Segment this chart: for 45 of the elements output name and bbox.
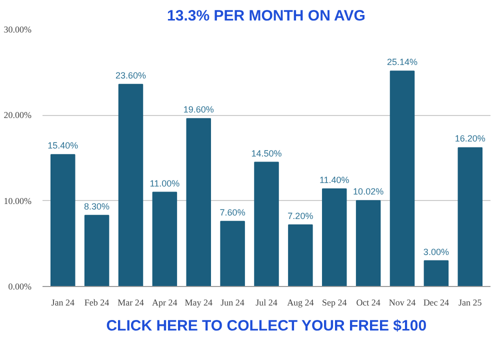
data-label: 16.20% [454, 134, 486, 144]
data-label: 25.14% [386, 57, 418, 68]
data-label: 11.00% [150, 178, 180, 188]
y-tick-label: 0.00% [8, 282, 32, 292]
bar [390, 70, 415, 286]
x-tick-label: Dec 24 [423, 298, 450, 308]
data-label: 19.60% [183, 104, 214, 115]
data-label: 8.30% [84, 201, 110, 212]
x-tick-label: Jan 25 [458, 298, 482, 308]
data-label: 7.60% [220, 207, 246, 218]
x-tick-label: Jul 24 [256, 298, 278, 308]
data-label: 15.40% [48, 140, 78, 151]
bar [288, 224, 313, 286]
data-label: 7.20% [288, 210, 314, 221]
bar [220, 220, 245, 286]
text: CLICK HERE TO COLLECT YOUR FREE $100 [106, 318, 427, 334]
data-label: 14.50% [251, 148, 282, 158]
bar [50, 154, 76, 286]
bar [322, 188, 347, 286]
bar [152, 192, 178, 286]
data-label: 10.02% [353, 186, 384, 197]
data-label: 3.00% [423, 246, 449, 257]
y-tick-label: 30.00% [4, 24, 32, 34]
bar [186, 118, 211, 286]
x-tick-label: Nov 24 [388, 298, 416, 308]
bar [84, 214, 110, 286]
x-tick-label: Aug 24 [287, 298, 314, 308]
x-tick-label: Feb 24 [84, 298, 110, 308]
chart-title: 13.3% PER MONTH ON AVG [167, 8, 366, 24]
y-tick-label: 10.00% [4, 196, 32, 206]
bar [458, 147, 483, 286]
x-tick-label: Apr 24 [152, 298, 178, 308]
data-label: 11.40% [319, 174, 350, 185]
bar [254, 162, 279, 286]
x-tick-label: Oct 24 [356, 298, 381, 308]
x-tick-label: Jun 24 [220, 298, 245, 308]
x-tick-label: Sep 24 [322, 298, 348, 308]
bar [424, 260, 449, 286]
x-tick-label: Jan 24 [51, 298, 75, 308]
y-tick-label: 20.00% [4, 110, 32, 120]
bar [356, 200, 381, 286]
x-tick-label: Mar 24 [118, 298, 144, 308]
data-label: 23.60% [115, 70, 146, 80]
bar [118, 84, 144, 286]
x-tick-label: May 24 [184, 298, 213, 308]
